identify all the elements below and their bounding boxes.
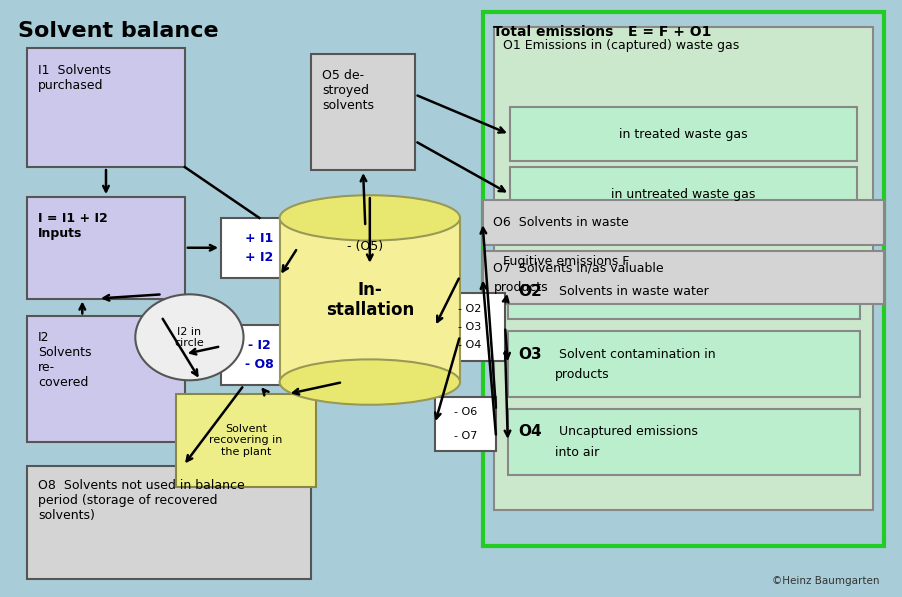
FancyBboxPatch shape xyxy=(435,293,505,361)
Text: I1  Solvents
purchased: I1 Solvents purchased xyxy=(38,64,111,93)
FancyBboxPatch shape xyxy=(483,251,884,304)
Text: - O4: - O4 xyxy=(458,340,482,350)
FancyBboxPatch shape xyxy=(483,200,884,245)
Ellipse shape xyxy=(135,294,244,380)
FancyBboxPatch shape xyxy=(329,227,401,266)
Text: In-
stallation: In- stallation xyxy=(326,281,414,319)
FancyBboxPatch shape xyxy=(435,397,496,451)
Text: - O3: - O3 xyxy=(458,322,482,332)
Text: Solvents in waste water: Solvents in waste water xyxy=(555,285,708,297)
FancyBboxPatch shape xyxy=(508,409,860,475)
Text: Solvent balance: Solvent balance xyxy=(18,21,218,41)
Text: - O2: - O2 xyxy=(458,304,482,314)
Text: Fugitive emissions F: Fugitive emissions F xyxy=(503,255,630,268)
Text: Total emissions   E = F + O1: Total emissions E = F + O1 xyxy=(493,25,712,39)
FancyBboxPatch shape xyxy=(176,394,316,487)
Text: - I2: - I2 xyxy=(248,339,271,352)
Text: O6  Solvents in waste: O6 Solvents in waste xyxy=(493,216,629,229)
FancyBboxPatch shape xyxy=(311,54,415,170)
Text: into air: into air xyxy=(555,446,599,459)
Text: O2: O2 xyxy=(519,284,542,298)
Text: + I2: + I2 xyxy=(245,251,273,264)
FancyBboxPatch shape xyxy=(27,48,185,167)
FancyBboxPatch shape xyxy=(221,218,298,278)
FancyBboxPatch shape xyxy=(510,107,857,161)
FancyBboxPatch shape xyxy=(494,242,873,510)
Text: O3: O3 xyxy=(519,346,542,362)
Text: - O6: - O6 xyxy=(454,407,477,417)
FancyBboxPatch shape xyxy=(27,316,185,442)
Text: in untreated waste gas: in untreated waste gas xyxy=(611,187,756,201)
Text: I = I1 + I2
Inputs: I = I1 + I2 Inputs xyxy=(38,212,107,240)
Text: O1 Emissions in (captured) waste gas: O1 Emissions in (captured) waste gas xyxy=(503,39,740,52)
FancyBboxPatch shape xyxy=(27,197,185,298)
Ellipse shape xyxy=(280,195,460,241)
Text: O8  Solvents not used in balance
period (storage of recovered
solvents): O8 Solvents not used in balance period (… xyxy=(38,479,244,522)
Text: O7  Solvents in/as valuable: O7 Solvents in/as valuable xyxy=(493,261,664,275)
Text: - O8: - O8 xyxy=(245,358,273,371)
Text: products: products xyxy=(555,368,610,381)
Text: O5 de-
stroyed
solvents: O5 de- stroyed solvents xyxy=(322,69,374,112)
FancyBboxPatch shape xyxy=(508,263,860,319)
FancyBboxPatch shape xyxy=(221,325,298,385)
Text: I2
Solvents
re-
covered: I2 Solvents re- covered xyxy=(38,331,91,389)
Text: ©Heinz Baumgarten: ©Heinz Baumgarten xyxy=(772,576,879,586)
Text: in treated waste gas: in treated waste gas xyxy=(619,128,748,141)
Text: O4: O4 xyxy=(519,424,542,439)
FancyBboxPatch shape xyxy=(510,167,857,221)
Text: products: products xyxy=(493,281,548,294)
Text: I2 in
circle: I2 in circle xyxy=(175,327,204,348)
Text: Uncaptured emissions: Uncaptured emissions xyxy=(555,425,697,438)
Text: + I1: + I1 xyxy=(245,232,273,245)
Ellipse shape xyxy=(280,359,460,405)
FancyBboxPatch shape xyxy=(494,27,873,230)
Text: - (O5): - (O5) xyxy=(347,240,383,253)
Text: Solvent contamination in: Solvent contamination in xyxy=(555,347,715,361)
Text: Solvent
recovering in
the plant: Solvent recovering in the plant xyxy=(209,424,282,457)
FancyBboxPatch shape xyxy=(27,466,311,579)
FancyBboxPatch shape xyxy=(508,331,860,397)
Text: - O7: - O7 xyxy=(454,431,477,441)
FancyBboxPatch shape xyxy=(280,218,460,382)
